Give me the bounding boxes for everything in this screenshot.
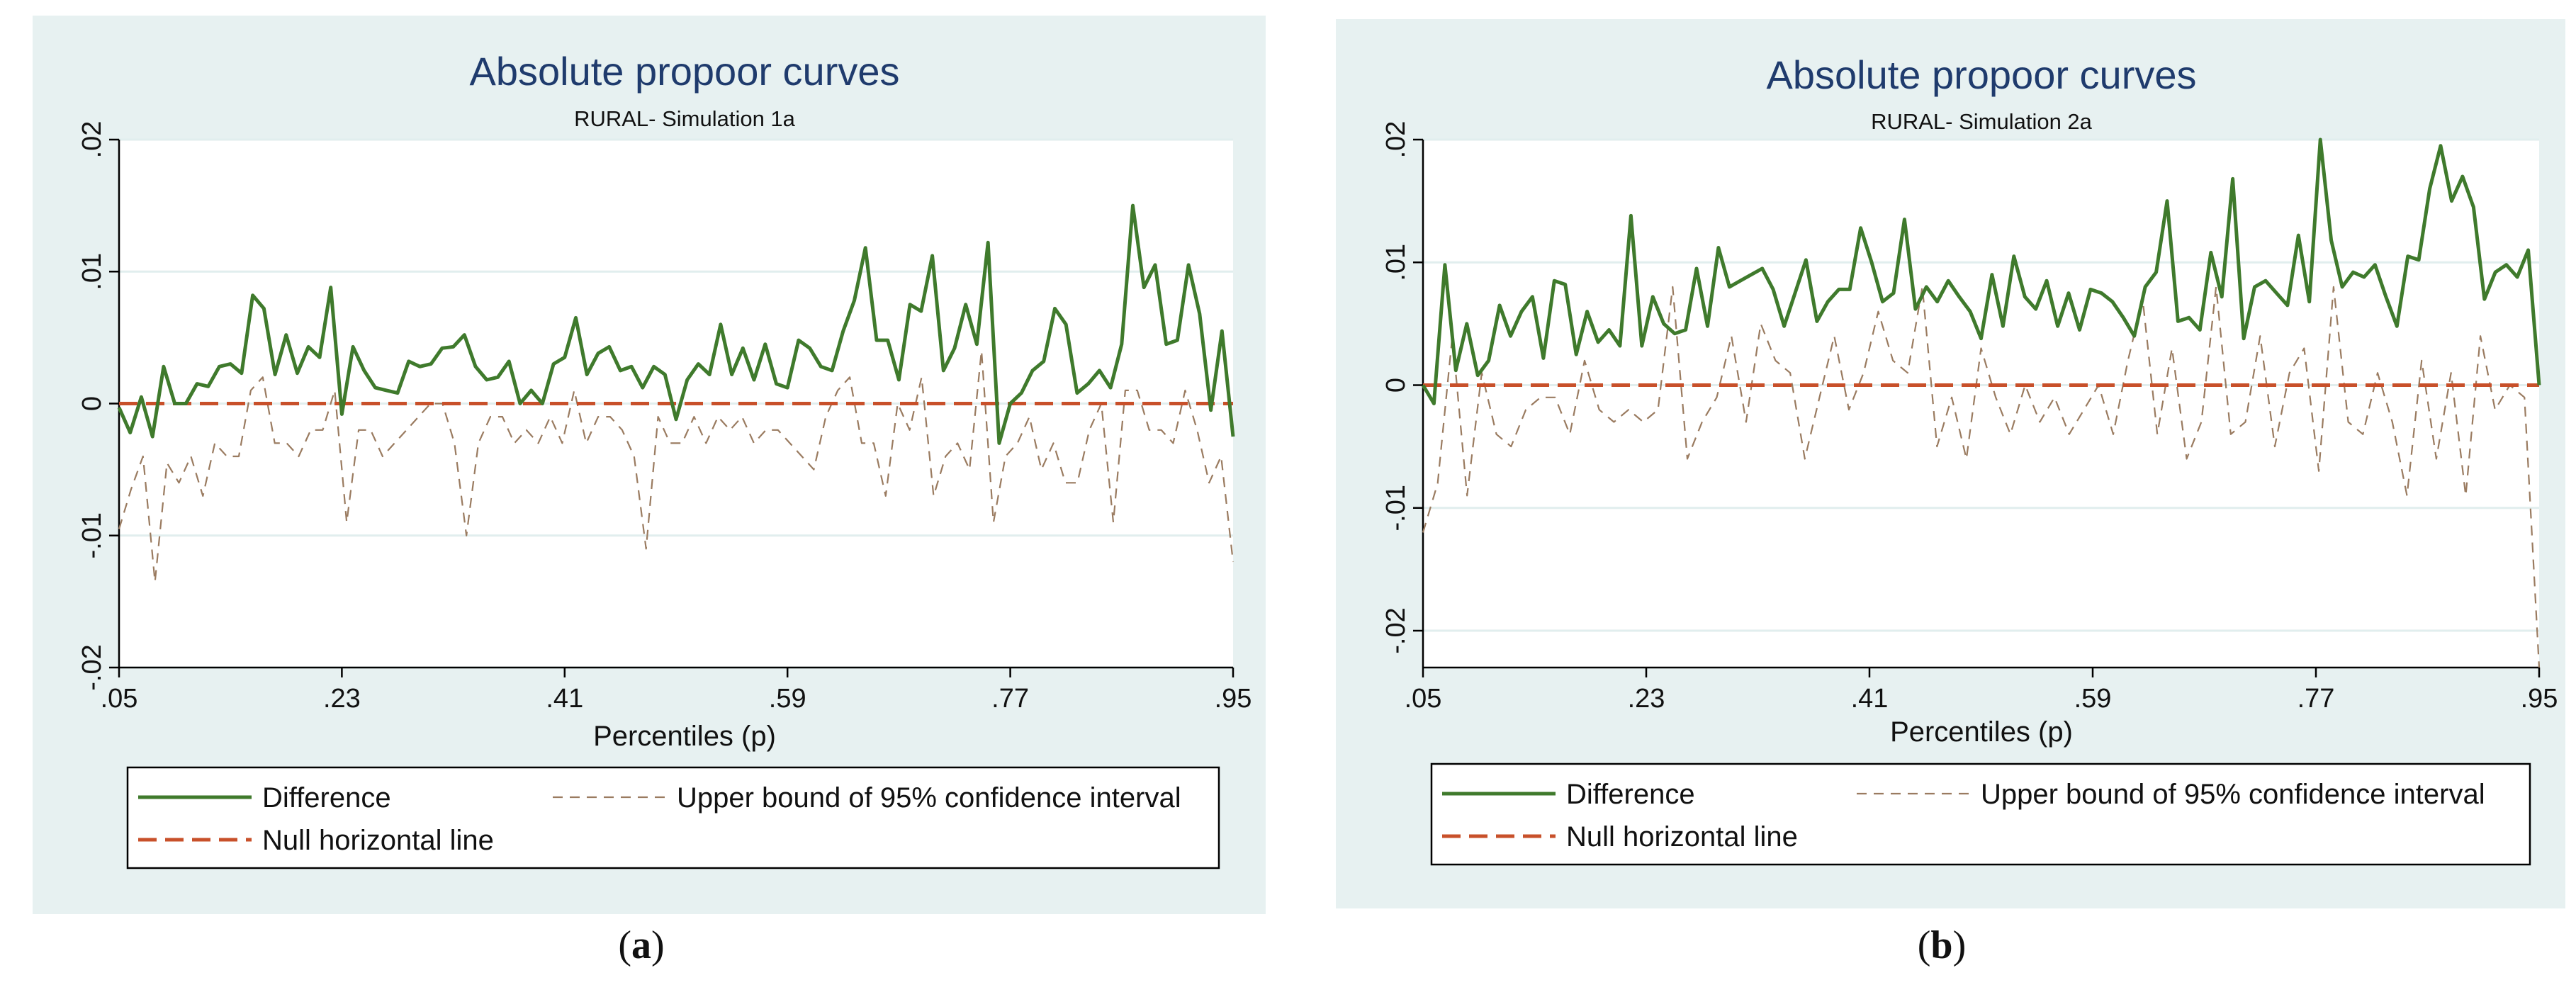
- legend-box: [1430, 762, 2531, 866]
- chart-title: Absolute propoor curves: [1766, 52, 2196, 97]
- y-tick-label: -.01: [1381, 485, 1411, 531]
- x-tick-label: .23: [1628, 684, 1665, 714]
- chart-subtitle: RURAL- Simulation 2a: [1871, 109, 2093, 134]
- series-line-difference: [117, 203, 1235, 445]
- x-tick-label: .95: [2521, 684, 2558, 714]
- series-line-difference: [1421, 137, 2541, 405]
- y-axis: -.02 -.01 0 .01 .02: [1381, 121, 1424, 668]
- series-lines: [117, 203, 1235, 583]
- y-tick-label: 0: [1381, 378, 1411, 393]
- legend-box: [126, 766, 1220, 869]
- y-tick-label: -.02: [1381, 607, 1411, 653]
- chart-panel-b: -.02 -.01 0 .01 .02 .05 .23 .41 .59 .77 .95 Absol…: [1336, 19, 2565, 908]
- y-tick-label: .01: [77, 253, 107, 291]
- panel-caption-a-letter: a: [631, 923, 651, 967]
- chart-subtitle: RURAL- Simulation 1a: [574, 106, 796, 131]
- x-tick-label: .77: [991, 684, 1029, 714]
- y-tick-label: .02: [77, 121, 107, 159]
- series-lines: [1421, 137, 2541, 668]
- legend-label-upper: Upper bound of 95% confidence interval: [1981, 779, 2485, 810]
- series-line-upper: [118, 349, 1234, 583]
- x-tick-label: .05: [101, 684, 138, 714]
- x-tick-label: .41: [546, 684, 583, 714]
- y-tick-label: -.02: [77, 644, 107, 690]
- legend-label-difference: Difference: [262, 782, 391, 814]
- panel-caption-b-letter: b: [1930, 923, 1953, 967]
- legend-label-difference: Difference: [1566, 779, 1695, 810]
- x-axis: .05 .23 .41 .59 .77 .95: [101, 666, 1252, 714]
- x-tick-label: .05: [1405, 684, 1442, 714]
- panel-caption-a: (a): [618, 923, 665, 967]
- y-tick-label: -.01: [77, 512, 107, 558]
- x-axis-label: Percentiles (p): [593, 721, 776, 752]
- x-tick-label: .77: [2297, 684, 2335, 714]
- x-tick-label: .23: [323, 684, 361, 714]
- plot-area: [1423, 140, 2539, 668]
- x-tick-label: .95: [1215, 684, 1252, 714]
- chart-title: Absolute propoor curves: [469, 49, 899, 94]
- x-axis-label: Percentiles (p): [1890, 716, 2073, 748]
- series-line-upper: [1422, 286, 2541, 668]
- legend-label-null: Null horizontal line: [262, 825, 494, 856]
- x-tick-label: .59: [2074, 684, 2112, 714]
- x-axis: .05 .23 .41 .59 .77 .95: [1405, 666, 2558, 714]
- panel-caption-b: (b): [1917, 923, 1967, 967]
- legend: Difference Upper bound of 95% confidence …: [126, 766, 1220, 869]
- x-tick-label: .41: [1851, 684, 1889, 714]
- y-axis: -.02 -.01 0 .01 .02: [77, 121, 120, 691]
- x-tick-label: .59: [769, 684, 806, 714]
- y-tick-label: .02: [1381, 121, 1411, 159]
- chart-panel-a: -.02 -.01 0 .01 .02 .05 .23 .41 .59 .77 .95 Absol…: [33, 16, 1266, 914]
- y-tick-label: 0: [77, 396, 107, 411]
- legend: Difference Upper bound of 95% confidence …: [1430, 762, 2531, 866]
- legend-label-null: Null horizontal line: [1566, 821, 1798, 852]
- gridlines: [1423, 138, 2539, 632]
- legend-label-upper: Upper bound of 95% confidence interval: [677, 782, 1181, 814]
- y-tick-label: .01: [1381, 244, 1411, 281]
